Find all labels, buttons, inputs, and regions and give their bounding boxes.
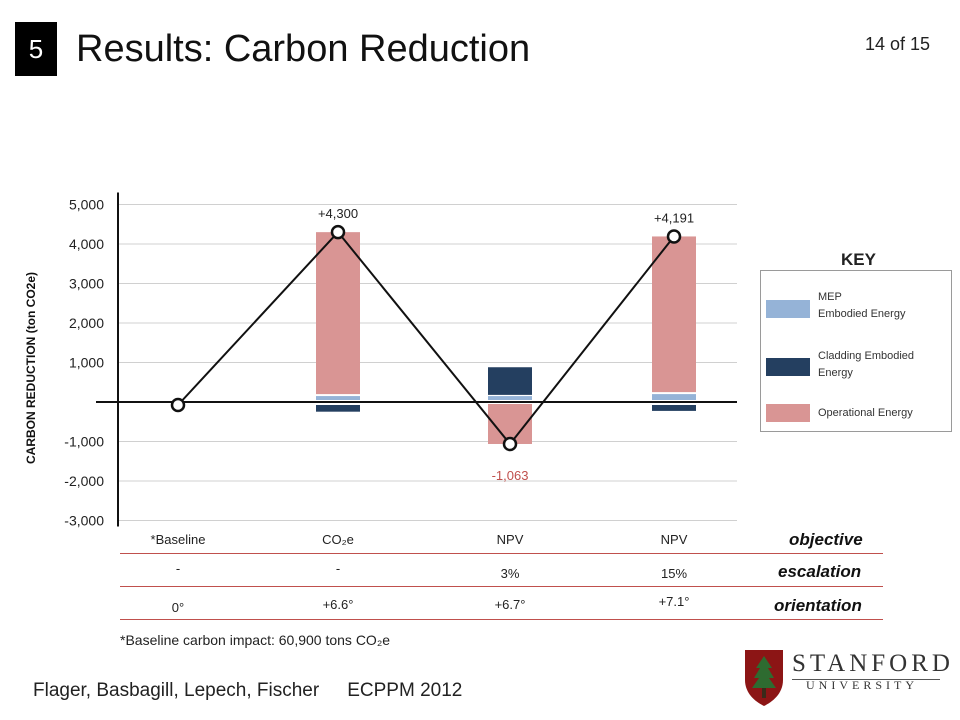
row-label-orientation: orientation xyxy=(774,596,862,615)
net-line xyxy=(177,230,675,446)
table-cell: NPV xyxy=(496,532,524,547)
key-swatch-operational xyxy=(766,404,810,422)
net-point xyxy=(666,229,682,244)
stanford-tree-shield-icon xyxy=(745,650,783,706)
y-tick-label: 5,000 xyxy=(69,197,104,213)
table-cell: +7.1° xyxy=(658,594,690,609)
row-label-objective: objective xyxy=(789,530,863,549)
y-tick-label: -3,000 xyxy=(64,513,104,529)
data-label: -1,063 xyxy=(492,468,529,483)
table-cell: +6.7° xyxy=(494,597,526,612)
chart-key: MEP Embodied Energy Cladding Embodied Ener… xyxy=(760,270,952,432)
logo-wordmark: STANFORD xyxy=(792,650,954,677)
bar-cladding xyxy=(488,367,532,395)
stanford-logo: STANFORD UNIVERSITY xyxy=(742,646,950,710)
key-swatch-cladding xyxy=(766,358,810,376)
table-cell: 15% xyxy=(660,566,688,581)
net-point xyxy=(502,436,518,452)
table-cell: - xyxy=(335,561,341,576)
key-title: KEY xyxy=(841,250,876,269)
slide-title: Results: Carbon Reduction xyxy=(76,28,531,70)
y-axis-label: CARBON REDUCTION (ton CO2e) xyxy=(24,272,38,464)
section-number-badge: 5 xyxy=(15,22,57,76)
y-tick-label: 3,000 xyxy=(69,276,104,292)
key-label-operational: Operational Energy xyxy=(818,407,913,419)
row-label-escalation: escalation xyxy=(778,562,862,581)
bar-cladding xyxy=(316,405,360,412)
net-point xyxy=(330,224,346,240)
baseline-footnote: *Baseline carbon impact: 60,900 tons CO₂… xyxy=(120,632,391,648)
table-divider xyxy=(120,586,883,587)
table-divider xyxy=(120,619,883,620)
y-tick-label: -1,000 xyxy=(64,434,104,450)
footer-conference: ECPPM 2012 xyxy=(347,680,463,701)
logo-rule xyxy=(792,679,940,680)
page-number: 14 of 15 xyxy=(864,34,930,54)
table-cell: +6.6° xyxy=(322,597,354,612)
y-tick-label: 1,000 xyxy=(69,355,104,371)
table-cell: - xyxy=(175,561,181,576)
table-cell: NPV xyxy=(660,532,688,547)
data-label: +4,191 xyxy=(654,210,694,225)
bar-operational xyxy=(316,232,360,395)
key-swatch-mep xyxy=(766,300,810,318)
y-tick-label: 4,000 xyxy=(69,236,104,252)
bar-operational xyxy=(652,236,696,393)
key-label-mep: MEP Embodied Energy xyxy=(818,291,906,320)
data-label: +4,300 xyxy=(318,206,358,221)
net-point xyxy=(170,397,186,413)
table-cell: 0° xyxy=(171,600,185,615)
y-tick-label: 2,000 xyxy=(69,315,104,331)
y-tick-label: -2,000 xyxy=(64,473,104,489)
table-cell: *Baseline xyxy=(150,532,206,547)
footer: Flager, Basbagill, Lepech, Fischer ECPPM … xyxy=(33,680,462,702)
table-cell: CO₂e xyxy=(322,532,354,547)
bar-mep xyxy=(488,396,532,400)
key-label-cladding: Cladding Embodied Energy xyxy=(818,350,915,379)
footer-authors: Flager, Basbagill, Lepech, Fischer xyxy=(33,680,320,701)
bar-cladding xyxy=(652,405,696,411)
table-divider xyxy=(120,553,883,554)
logo-subtitle: UNIVERSITY xyxy=(806,678,918,692)
table-cell: 3% xyxy=(500,566,520,581)
bar-mep xyxy=(652,394,696,400)
bar-mep xyxy=(316,396,360,400)
